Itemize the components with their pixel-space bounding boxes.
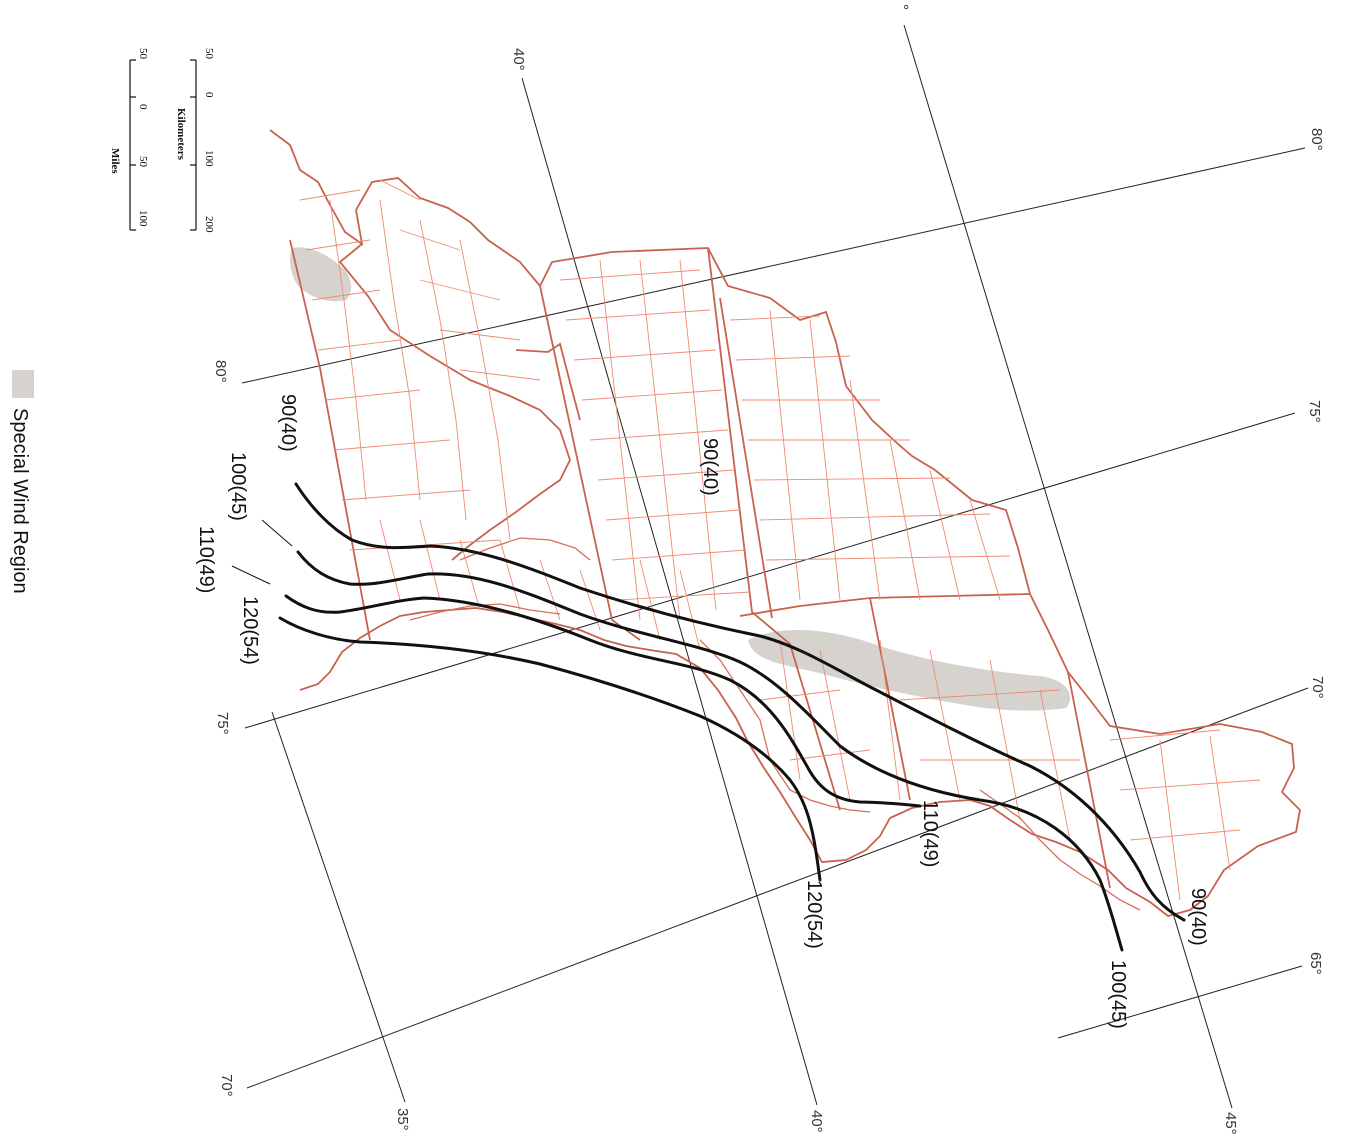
scale-mi-tick-label-50a: 50 <box>137 48 149 60</box>
legend-swatch <box>12 370 34 398</box>
grat-label-75-right: 75° <box>1306 400 1323 423</box>
leader-100-left <box>261 519 293 547</box>
county-grid-3 <box>379 179 541 381</box>
state-boundaries <box>269 129 1301 917</box>
county-grid-2 <box>329 199 511 541</box>
contour-label-120-left: 120(54) <box>239 596 261 665</box>
legend-label: Special Wind Region <box>9 408 31 594</box>
special-wind-region-east <box>748 629 1071 711</box>
state-line-b <box>338 243 571 561</box>
graticule-line-65-top <box>1057 965 1303 1039</box>
grat-label-45: 45° <box>1222 1112 1239 1135</box>
special-wind-regions <box>290 247 1071 711</box>
scale-bar: 50 0 100 200 Kilometers 50 0 50 100 Mile… <box>109 48 215 233</box>
graticule-line-70-top <box>246 687 1309 1089</box>
scale-km-tick-label-200: 200 <box>203 216 215 233</box>
state-line-i <box>1067 671 1111 889</box>
grat-label-75-left: 75° <box>214 712 231 735</box>
bay-coast-3 <box>699 639 871 813</box>
legend: Special Wind Region <box>9 370 34 594</box>
scale-mi-tick-label-50b: 50 <box>137 156 149 168</box>
county-grid-7 <box>769 309 1001 601</box>
county-grid-6 <box>729 315 1011 561</box>
graticule-line-45 <box>903 24 1233 1109</box>
scale-km-title: Kilometers <box>175 108 187 161</box>
scale-mi-tick-label-0: 0 <box>137 104 149 110</box>
graticule-line-40-left <box>521 77 818 1106</box>
contour-label-110-left: 110(49) <box>195 526 217 593</box>
county-grid-4 <box>559 269 751 601</box>
contour-labels: 90(40) 100(45) 110(49) 120(54) 90(40) 11… <box>195 394 1209 1029</box>
graticule-line-35 <box>271 711 406 1103</box>
county-boundaries <box>299 179 1261 901</box>
state-line-h <box>869 597 911 801</box>
grat-label-40-bottom: 40° <box>808 1110 825 1133</box>
contour-100 <box>296 550 1124 952</box>
graticule-labels: 40° ° 80° 80° 75° 75° 70° 70° 65° 35° 40… <box>212 4 1326 1135</box>
state-line-d <box>515 342 581 421</box>
contour-label-100-right: 100(45) <box>1107 960 1129 1029</box>
grat-label-80-right: 80° <box>1308 128 1325 151</box>
contour-label-90-interior: 90(40) <box>699 438 721 496</box>
contour-label-120-right: 120(54) <box>803 880 825 949</box>
graticule-line-75-top <box>244 412 1296 729</box>
scale-km-tick-label-50: 50 <box>203 48 215 60</box>
grat-label-40-top: 40° <box>510 48 527 71</box>
contour-90 <box>294 482 1186 922</box>
grat-label-70-left: 70° <box>218 1074 235 1097</box>
county-grid-5 <box>599 259 717 621</box>
grat-label-70-right: 70° <box>1309 676 1326 699</box>
state-line-c <box>539 285 641 641</box>
county-grid-9 <box>759 689 1080 761</box>
special-wind-region-north <box>290 247 352 302</box>
scale-mi-tick-label-100: 100 <box>137 210 149 227</box>
leader-110-left <box>231 565 271 585</box>
grat-label-35: 35° <box>394 1108 411 1131</box>
scale-mi-title: Miles <box>109 148 121 174</box>
grat-label-65: 65° <box>1307 952 1324 975</box>
bay-coast-1 <box>459 537 591 561</box>
scale-km-tick-label-0: 0 <box>203 92 215 98</box>
grat-label-80-left: 80° <box>212 360 229 383</box>
contour-label-110-right: 110(49) <box>919 800 941 867</box>
county-grid-10 <box>1109 729 1261 901</box>
wind-contours <box>231 482 1186 952</box>
bay-coast-4 <box>979 789 1141 911</box>
graticule <box>241 24 1309 1109</box>
state-line-g <box>739 593 1031 617</box>
county-grid-1 <box>299 189 501 551</box>
contour-120 <box>278 616 822 882</box>
contour-110 <box>284 594 922 808</box>
state-line-f <box>719 297 773 619</box>
state-line-e <box>707 247 841 811</box>
contour-label-90-left: 90(40) <box>277 394 299 452</box>
contour-label-90-right: 90(40) <box>1187 888 1209 946</box>
region-outline <box>269 129 1301 917</box>
contour-label-100-left: 100(45) <box>227 452 249 521</box>
graticule-line-80-top <box>241 147 1306 384</box>
grat-label-top-partial: ° <box>894 4 911 10</box>
county-grid-11 <box>379 519 701 651</box>
scale-km-tick-label-100: 100 <box>203 150 215 167</box>
